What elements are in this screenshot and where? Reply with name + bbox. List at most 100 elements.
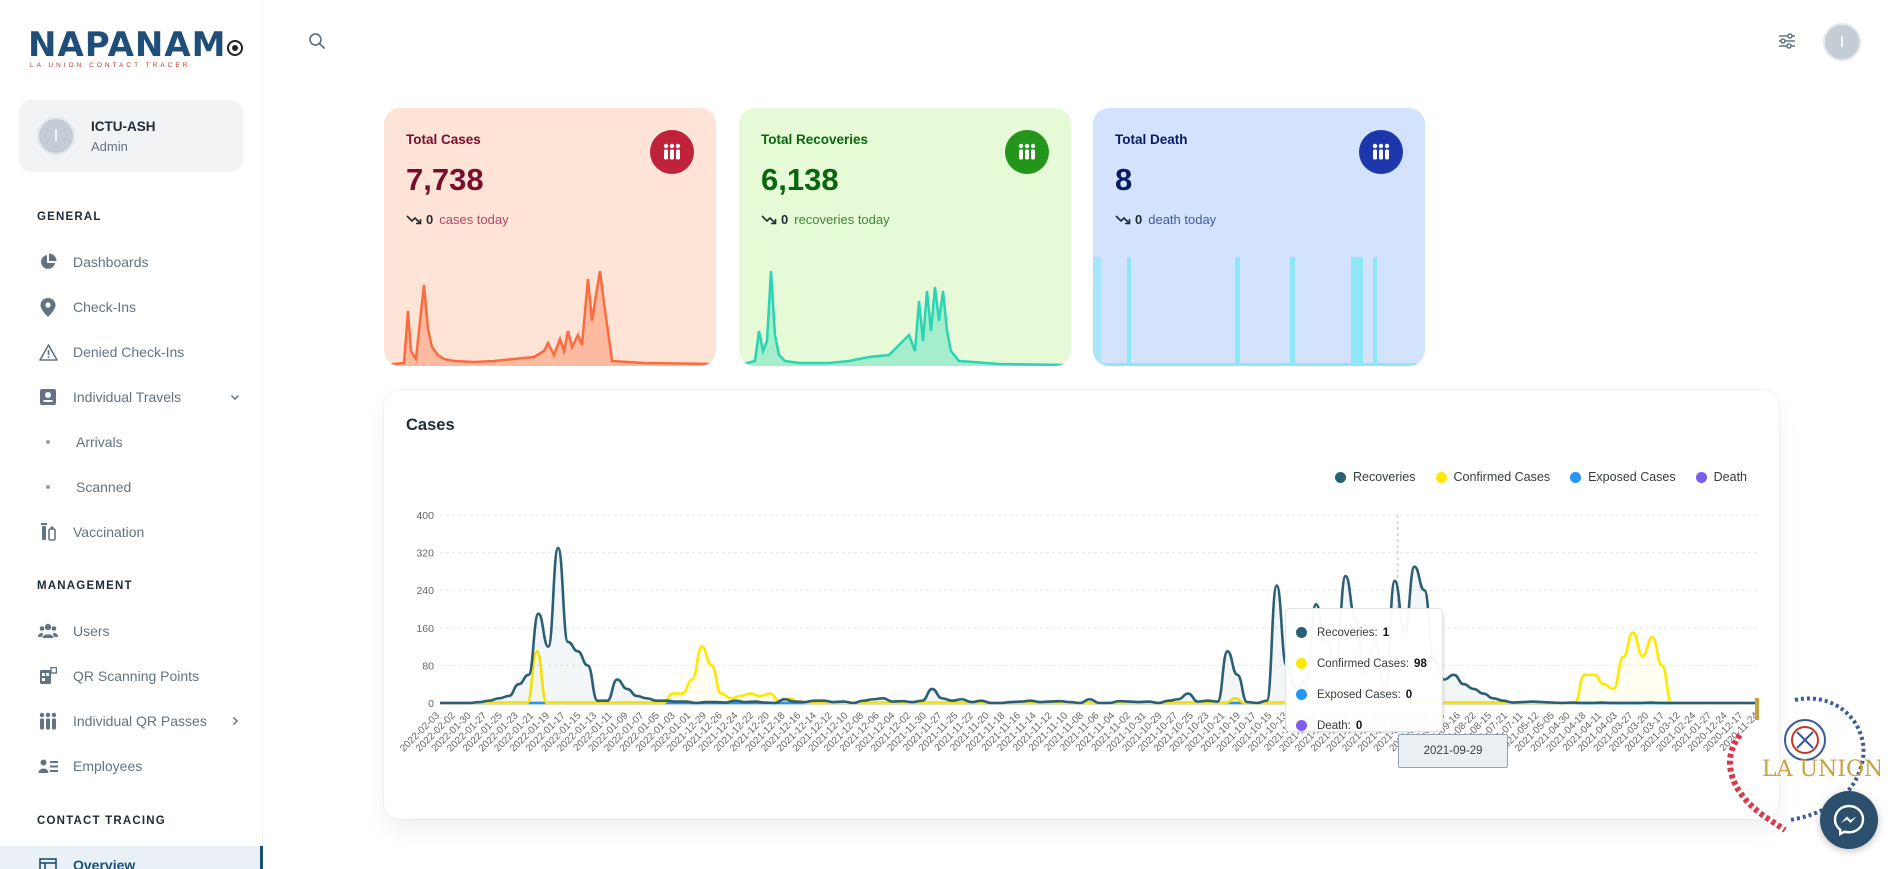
users-icon	[37, 620, 59, 642]
tooltip-label: Death:	[1317, 719, 1351, 732]
series-area	[440, 547, 1759, 703]
sidebar-item-vaccination[interactable]: Vaccination	[37, 517, 247, 547]
y-tick-label: 240	[416, 585, 434, 597]
chart-tooltip: Recoveries: 1 Confirmed Cases: 98 Exposed …	[1285, 608, 1443, 732]
vaccine-icon	[37, 521, 59, 543]
y-tick-label: 80	[422, 660, 434, 672]
legend-dot-icon	[1334, 471, 1346, 483]
dot-icon	[1296, 689, 1307, 700]
stat-value: 8	[1115, 162, 1133, 197]
sidebar-item-label: Arrivals	[76, 434, 123, 450]
sidebar-item-individual-travels[interactable]: Individual Travels	[37, 382, 247, 412]
sidebar-item-overview-row: Overview	[37, 850, 247, 869]
sidebar-item-label: Vaccination	[73, 524, 145, 540]
chevron-right-icon	[229, 714, 241, 730]
warning-icon	[37, 341, 59, 363]
sliders-icon	[1779, 33, 1795, 49]
y-tick-label: 160	[416, 623, 434, 635]
location-pin-icon	[37, 296, 59, 318]
header-avatar[interactable]: I	[1823, 23, 1861, 61]
stat-trend: 0 cases today	[406, 212, 509, 227]
sidebar-item-employees[interactable]: Employees	[37, 751, 247, 781]
people-group-icon	[650, 130, 694, 174]
search-icon	[309, 33, 325, 49]
people-group-icon	[37, 710, 59, 732]
legend-item-recoveries[interactable]: Recoveries	[1334, 470, 1416, 484]
brand-logo[interactable]: NAPANAM LA UNION CONTACT TRACER	[28, 25, 243, 70]
section-label-management: MANAGEMENT	[37, 580, 133, 592]
legend-label: Recoveries	[1352, 470, 1416, 484]
account-role: Admin	[91, 138, 128, 154]
death-sparkline	[1093, 257, 1425, 366]
dot-icon	[1296, 658, 1307, 669]
cases-chart-card: Cases Recoveries Confirmed Cases Exposed…	[384, 390, 1779, 819]
section-label-general: GENERAL	[37, 211, 102, 223]
sidebar-item-label: Scanned	[76, 479, 132, 495]
sidebar-item-label: Overview	[73, 857, 136, 869]
sidebar-item-dashboards[interactable]: Dashboards	[37, 247, 247, 277]
tooltip-row-recoveries: Recoveries: 1	[1296, 617, 1432, 648]
legend-item-death[interactable]: Death	[1695, 470, 1747, 484]
legend-label: Exposed Cases	[1588, 470, 1676, 484]
sidebar-item-check-ins[interactable]: Check-Ins	[37, 292, 247, 322]
logo-subtitle: LA UNION CONTACT TRACER	[30, 62, 191, 69]
sidebar-item-scanned[interactable]: Scanned	[37, 472, 131, 502]
tooltip-value: 1	[1382, 626, 1390, 639]
series-line-confirmed-cases[interactable]	[440, 631, 1759, 705]
stat-value: 7,738	[406, 162, 484, 197]
sidebar-item-individual-qr-passes[interactable]: Individual QR Passes	[37, 706, 247, 736]
tooltip-row-confirmed: Confirmed Cases: 98	[1296, 648, 1432, 679]
sidebar-item-label: Individual QR Passes	[73, 713, 207, 729]
sidebar-item-label: QR Scanning Points	[73, 668, 200, 684]
sidebar-item-arrivals[interactable]: Arrivals	[37, 427, 123, 457]
stat-trend: 0 death today	[1115, 212, 1216, 227]
x-axis-tooltip: 2021-09-29	[1398, 734, 1508, 768]
cases-sparkline	[384, 270, 716, 366]
stat-today-count: 0	[426, 212, 434, 227]
stat-trend: 0 recoveries today	[761, 212, 890, 227]
legend-label: Confirmed Cases	[1453, 470, 1551, 484]
stat-title: Total Recoveries	[761, 132, 869, 147]
stat-today-label: death today	[1148, 212, 1217, 227]
stat-today-count: 0	[781, 212, 789, 227]
messenger-chat-button[interactable]	[1820, 791, 1878, 849]
search-button[interactable]	[308, 32, 328, 52]
sidebar-item-denied-check-ins[interactable]: Denied Check-Ins	[37, 337, 247, 367]
passport-icon	[37, 386, 59, 408]
filter-settings-button[interactable]	[1778, 33, 1798, 53]
sidebar-item-qr-scanning-points[interactable]: QR Scanning Points	[37, 661, 247, 691]
cases-line-chart[interactable]: 0801602403204002022-02-032022-02-022022-…	[384, 390, 1779, 819]
series-area	[440, 632, 1759, 703]
stat-today-label: cases today	[439, 212, 509, 227]
chart-title: Cases	[406, 416, 455, 434]
sidebar-item-overview[interactable]: Overview	[0, 846, 263, 869]
dot-icon	[1296, 627, 1307, 638]
y-tick-label: 320	[416, 548, 434, 560]
pie-chart-icon	[37, 251, 59, 273]
legend-item-confirmed-cases[interactable]: Confirmed Cases	[1435, 470, 1551, 484]
grid-icon	[37, 854, 59, 869]
chevron-down-icon	[229, 390, 241, 406]
series-line-recoveries[interactable]	[440, 546, 1759, 705]
radio-dot-icon	[227, 40, 243, 56]
account-card[interactable]: I ICTU-ASH Admin	[19, 100, 243, 172]
stat-today-count: 0	[1135, 212, 1143, 227]
people-group-icon	[1005, 130, 1049, 174]
account-name: ICTU-ASH	[91, 118, 156, 134]
legend-dot-icon	[1570, 471, 1582, 483]
section-label-contact-tracing: CONTACT TRACING	[37, 815, 166, 827]
legend-item-exposed-cases[interactable]: Exposed Cases	[1570, 470, 1676, 484]
tooltip-label: Recoveries:	[1317, 626, 1378, 639]
tooltip-label: Confirmed Cases:	[1317, 657, 1410, 670]
chart-legend: Recoveries Confirmed Cases Exposed Cases…	[1334, 470, 1747, 484]
stat-value: 6,138	[761, 162, 839, 197]
stat-card-total-cases: Total Cases 7,738 0 cases today	[384, 108, 716, 366]
logo-text: NAPANAM	[28, 25, 227, 65]
sidebar-item-label: Employees	[73, 758, 143, 774]
tooltip-value: 98	[1414, 657, 1427, 670]
legend-label: Death	[1713, 470, 1747, 484]
stat-title: Total Cases	[406, 132, 481, 147]
bullet-icon	[46, 485, 50, 489]
sidebar-item-users[interactable]: Users	[37, 616, 247, 646]
people-group-icon	[1359, 130, 1403, 174]
